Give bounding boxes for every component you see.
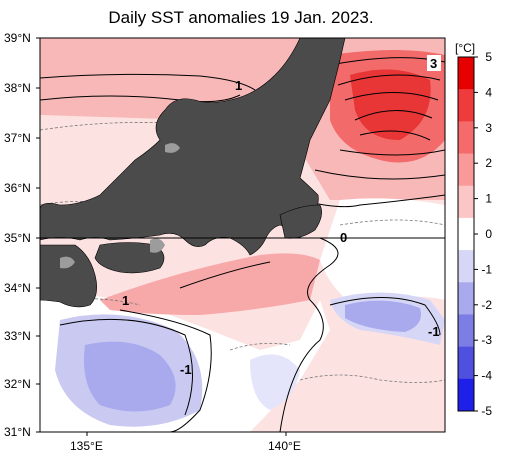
lat-label-33: 33°N bbox=[4, 329, 31, 343]
colorbar-swatch bbox=[458, 346, 474, 380]
colorbar-swatch bbox=[458, 153, 474, 187]
land-shikoku bbox=[94, 242, 165, 274]
colorbar-ticks: 5 4 3 2 1 0 -1 -2 -3 -4 -5 bbox=[474, 50, 492, 418]
contour-label-1-north: 1 bbox=[235, 78, 242, 93]
colorbar-swatch bbox=[458, 314, 474, 348]
colorbar-tick-label: -2 bbox=[481, 298, 492, 312]
colorbar-tick-label: 4 bbox=[485, 85, 492, 99]
cold-anomaly-southwest-core bbox=[84, 341, 176, 412]
contour-label-1-south: 1 bbox=[122, 293, 129, 308]
colorbar-unit: [°C] bbox=[455, 41, 476, 55]
colorbar-tick-label: -4 bbox=[481, 369, 492, 383]
contour-label-3: 3 bbox=[430, 56, 437, 71]
colorbar-swatch bbox=[458, 185, 474, 219]
colorbar-swatch bbox=[458, 378, 474, 412]
map-frame bbox=[39, 37, 446, 433]
contour-label-3-bg bbox=[427, 55, 441, 71]
lat-label-36: 36°N bbox=[4, 181, 31, 195]
colorbar-swatch bbox=[458, 250, 474, 283]
colorbar-swatch bbox=[458, 89, 474, 122]
lat-label-39: 39°N bbox=[4, 31, 31, 45]
lat-label-32: 32°N bbox=[4, 377, 31, 391]
warm-anomaly-peak bbox=[350, 69, 431, 140]
land-kyushu bbox=[40, 244, 97, 308]
colorbar-tick-label: 1 bbox=[485, 192, 492, 206]
lat-label-37: 37°N bbox=[4, 131, 31, 145]
lat-label-31: 31°N bbox=[4, 425, 31, 439]
colorbar-tick-label: 5 bbox=[485, 50, 492, 64]
cold-anomaly-east-core bbox=[345, 300, 421, 332]
lon-ticks bbox=[86, 432, 287, 436]
colorbar-swatch bbox=[458, 57, 474, 90]
lon-label-140: 140°E bbox=[268, 439, 301, 453]
colorbar-swatch bbox=[458, 282, 474, 315]
lat-label-35: 35°N bbox=[4, 231, 31, 245]
colorbar-tick-label: -5 bbox=[481, 404, 492, 418]
colorbar bbox=[458, 57, 474, 412]
colorbar-tick-label: -1 bbox=[481, 262, 492, 276]
colorbar-tick-label: 0 bbox=[485, 227, 492, 241]
lat-ticks bbox=[36, 37, 40, 433]
land-japan bbox=[40, 38, 346, 256]
lake-biwa bbox=[150, 238, 165, 253]
contour-label-neg1-west: -1 bbox=[180, 362, 192, 377]
colorbar-tick-label: 2 bbox=[485, 156, 492, 170]
warm-anomaly-kuroshio bbox=[100, 253, 320, 315]
land-grey-patch bbox=[60, 256, 75, 269]
map-field bbox=[40, 38, 445, 432]
lon-label-135: 135°E bbox=[70, 439, 103, 453]
colorbar-swatch bbox=[458, 121, 474, 155]
lat-label-38: 38°N bbox=[4, 81, 31, 95]
lat-label-34: 34°N bbox=[4, 281, 31, 295]
neutral-zone-east bbox=[320, 198, 445, 310]
colorbar-swatch bbox=[458, 217, 474, 251]
land-grey-patch-2 bbox=[165, 143, 180, 153]
contour-label-0: 0 bbox=[340, 230, 347, 245]
colorbar-tick-label: 3 bbox=[485, 121, 492, 135]
contour-label-neg1-east: -1 bbox=[428, 324, 440, 339]
colorbar-tick-label: -3 bbox=[481, 333, 492, 347]
map-title: Daily SST anomalies 19 Jan. 2023. bbox=[108, 8, 374, 27]
